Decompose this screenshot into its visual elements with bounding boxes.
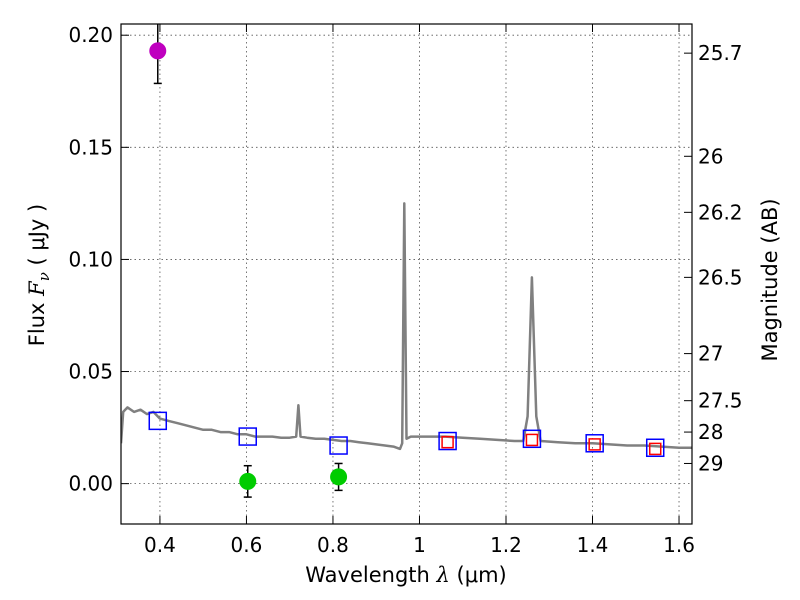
x-tick-label: 0.4 <box>144 533 176 557</box>
observed-red-point <box>525 433 539 447</box>
y2-axis-label: Magnitude (AB) <box>758 198 782 361</box>
y-tick-label: 0.05 <box>68 360 113 384</box>
observed-red-point <box>648 442 662 456</box>
y2-tick-label: 28 <box>698 420 723 444</box>
model-spectrum-line <box>121 202 692 451</box>
observed-red-point <box>588 438 601 451</box>
x-tick-label: 1.2 <box>490 533 522 557</box>
model-bandpass-point <box>645 438 665 458</box>
x-tick-label: 1.4 <box>577 533 609 557</box>
x-tick-label: 1.6 <box>663 533 695 557</box>
y2-tick-label: 27.5 <box>698 389 743 413</box>
plot-frame <box>120 23 693 525</box>
model-bandpass-point <box>329 436 348 455</box>
y-tick-label: 0.00 <box>68 472 113 496</box>
series-group <box>121 24 692 498</box>
x-tick-label: 1 <box>413 533 426 557</box>
x-tick-label: 0.6 <box>231 533 263 557</box>
observed-magenta-point <box>149 42 167 60</box>
y-tick-label: 0.10 <box>68 247 113 271</box>
observed-green-point <box>330 468 348 486</box>
grid <box>121 24 692 524</box>
model-bandpass-point <box>148 411 168 431</box>
y2-tick-label: 26.5 <box>698 265 743 289</box>
ticks: 0.4 0.6 0.8 1 1.2 1.4 1.6 0.00 0.05 0.10 0.15 0.20 2… <box>68 23 742 557</box>
y-axis-label: Flux Fν ( μJy ) <box>25 204 53 346</box>
model-bandpass-point <box>238 427 257 446</box>
model-bandpass-point <box>522 429 542 449</box>
y2-tick-label: 26 <box>698 144 723 168</box>
y2-tick-label: 25.7 <box>698 41 743 65</box>
x-tick-label: 0.8 <box>317 533 349 557</box>
x-axis-label: Wavelength λ (μm) <box>305 563 506 587</box>
y-tick-label: 0.15 <box>68 135 113 159</box>
model-bandpass-point <box>438 431 457 451</box>
y-tick-label: 0.20 <box>68 23 113 47</box>
y2-tick-label: 26.2 <box>698 200 743 224</box>
observed-red-point <box>441 435 454 449</box>
model-bandpass-point <box>585 434 604 453</box>
y2-tick-label: 29 <box>698 451 723 475</box>
y2-tick-label: 27 <box>698 342 723 366</box>
data-layer <box>121 24 692 498</box>
observed-green-point <box>239 472 257 490</box>
